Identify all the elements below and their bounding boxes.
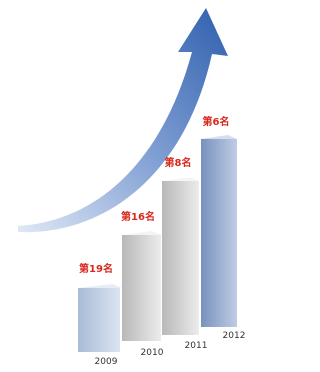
year-label: 2012 xyxy=(223,331,246,341)
bar xyxy=(122,235,161,341)
bar xyxy=(78,288,120,352)
rank-label: 第6名 xyxy=(203,115,230,128)
year-label: 2010 xyxy=(141,348,164,358)
rank-label: 第16名 xyxy=(121,210,155,223)
rank-label: 第19名 xyxy=(79,262,113,275)
year-label: 2009 xyxy=(95,357,118,367)
year-label: 2011 xyxy=(185,341,208,351)
bar xyxy=(162,181,199,335)
rank-label: 第8名 xyxy=(165,156,192,169)
bar xyxy=(201,139,237,327)
illustration: 第19名 第16名 第8名 第6名 2009 2010 2011 2012 xyxy=(0,0,246,372)
